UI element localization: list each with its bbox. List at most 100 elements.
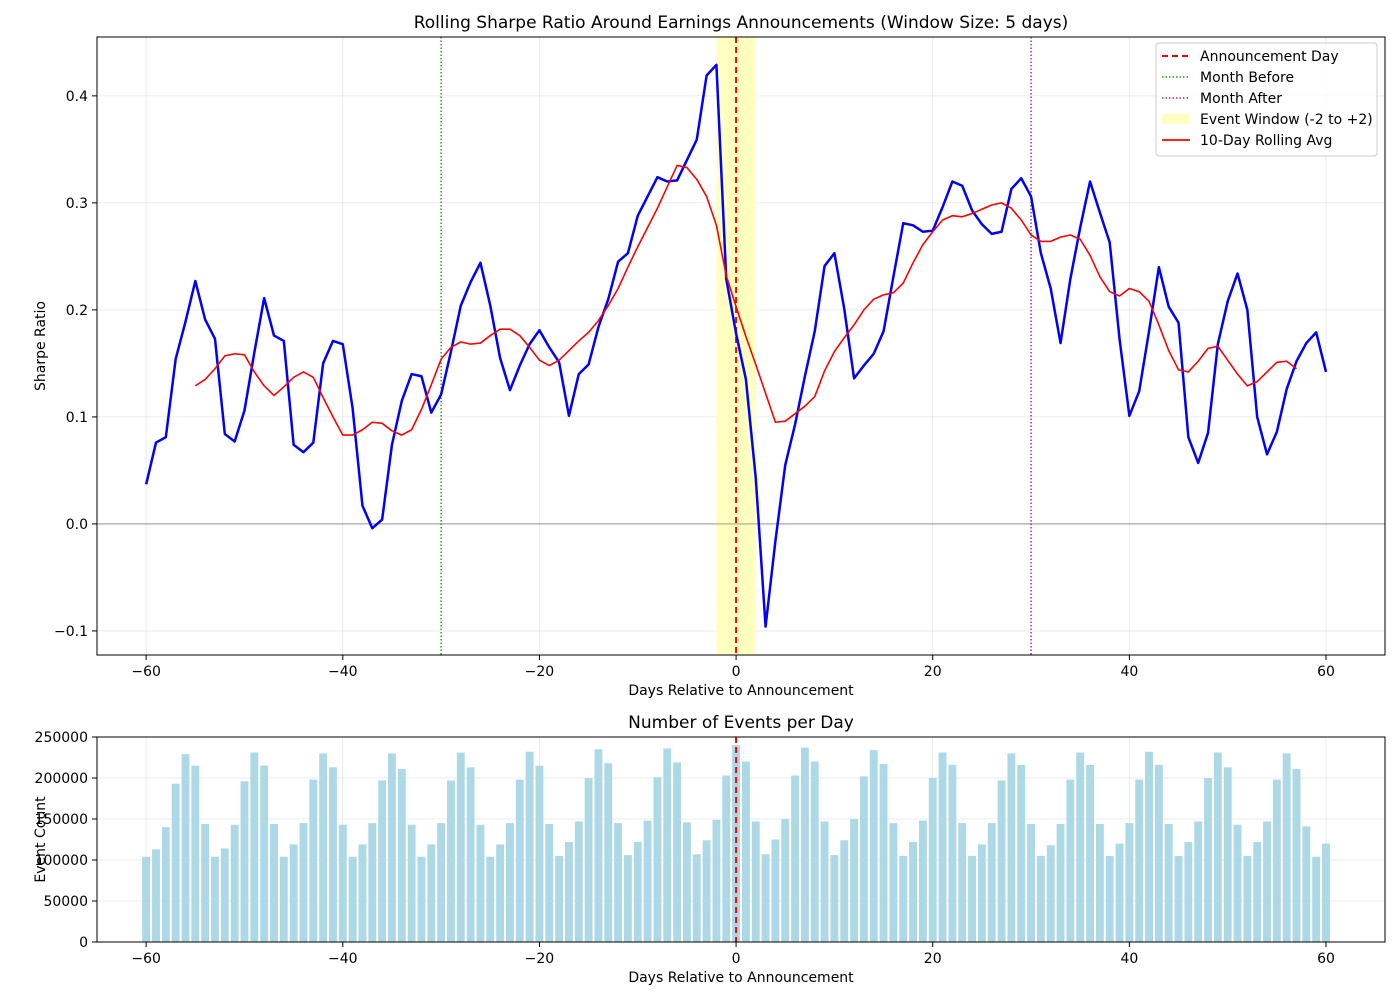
event-count-bar bbox=[614, 823, 623, 942]
legend-label: 10-Day Rolling Avg bbox=[1200, 133, 1332, 149]
y-tick-label: 200000 bbox=[35, 771, 88, 787]
legend-item: Announcement Day bbox=[1162, 49, 1339, 65]
legend-item: 10-Day Rolling Avg bbox=[1162, 133, 1332, 149]
x-tick-label: −20 bbox=[525, 664, 555, 680]
sharpe-legend: Announcement Day Month Before Month After E… bbox=[1155, 42, 1378, 157]
event-count-bar bbox=[732, 745, 741, 942]
event-count-bar bbox=[948, 764, 957, 942]
event-count-bar bbox=[1095, 823, 1104, 942]
event-count-bar bbox=[594, 749, 603, 942]
event-count-bar bbox=[722, 775, 731, 942]
event-count-bar bbox=[810, 761, 819, 942]
event-count-bar bbox=[1174, 855, 1183, 942]
event-count-bar bbox=[1282, 753, 1291, 942]
x-tick-label: −60 bbox=[131, 664, 161, 680]
event-count-bar bbox=[653, 777, 662, 942]
event-count-bar bbox=[771, 839, 780, 942]
event-count-bar bbox=[820, 821, 829, 942]
event-count-bar bbox=[171, 783, 180, 942]
event-count-bar bbox=[545, 823, 554, 942]
event-count-bar bbox=[938, 752, 947, 942]
sharpe-ratio-panel: −60 −40 −20 0 20 40 60 −0.1 0.0 0.1 0.2 0.3 0.4 Rol… bbox=[33, 13, 1386, 699]
event-count-bar bbox=[751, 821, 760, 942]
event-count-bar bbox=[476, 824, 485, 942]
sharpe-x-axis-label: Days Relative to Announcement bbox=[628, 683, 854, 699]
event-count-bar bbox=[1125, 823, 1134, 942]
event-count-bar bbox=[643, 820, 652, 942]
event-count-bar bbox=[191, 765, 200, 942]
rolling-avg-line bbox=[194, 164, 1297, 436]
sharpe-series bbox=[144, 63, 1328, 628]
x-tick-label: 20 bbox=[924, 951, 942, 967]
event-count-bar bbox=[1253, 841, 1262, 942]
events-plot-frame bbox=[96, 736, 1386, 943]
x-tick-label: 60 bbox=[1317, 951, 1335, 967]
x-tick-label: 0 bbox=[732, 664, 741, 680]
event-count-bar bbox=[1184, 841, 1193, 942]
event-count-bar bbox=[368, 823, 377, 942]
event-count-bar bbox=[889, 823, 898, 942]
event-count-bar bbox=[869, 750, 878, 942]
sharpe-y-axis-label: Sharpe Ratio bbox=[33, 301, 49, 391]
event-count-bar bbox=[378, 780, 387, 942]
event-count-bar bbox=[496, 844, 505, 942]
event-count-bar bbox=[859, 776, 868, 942]
event-count-bar bbox=[181, 754, 190, 942]
event-count-bar bbox=[161, 827, 170, 942]
event-count-bar bbox=[1204, 778, 1212, 942]
event-count-bar bbox=[702, 840, 711, 942]
y-tick-label: 0.3 bbox=[66, 196, 88, 212]
event-count-bar bbox=[437, 823, 446, 942]
legend-label: Announcement Day bbox=[1200, 49, 1339, 65]
event-count-bar bbox=[840, 840, 849, 942]
event-count-bar bbox=[830, 855, 839, 942]
event-count-bar bbox=[879, 764, 888, 942]
event-count-bar bbox=[329, 767, 337, 942]
event-count-bar bbox=[427, 844, 436, 942]
event-count-bar bbox=[741, 761, 750, 942]
event-count-bar bbox=[565, 841, 573, 942]
event-count-bar bbox=[456, 752, 465, 942]
event-count-bar bbox=[997, 780, 1006, 942]
event-count-bar bbox=[397, 768, 406, 942]
event-count-bar bbox=[604, 763, 613, 942]
x-tick-label: 60 bbox=[1317, 664, 1335, 680]
y-tick-label: 0.1 bbox=[66, 410, 88, 426]
event-count-bar bbox=[1233, 824, 1242, 942]
event-count-bar bbox=[309, 779, 318, 942]
event-count-bar bbox=[1302, 826, 1311, 942]
event-count-bar bbox=[1056, 823, 1065, 942]
event-count-bar bbox=[486, 856, 495, 942]
y-tick-label: 0.0 bbox=[66, 517, 88, 533]
events-panel: −60 −40 −20 0 20 40 60 0 50000 100000 150000 20000… bbox=[33, 713, 1386, 986]
event-count-bar bbox=[781, 819, 790, 942]
event-count-bar bbox=[1312, 856, 1321, 942]
event-count-bar bbox=[525, 751, 534, 942]
event-count-bar bbox=[417, 856, 426, 942]
event-count-bar bbox=[319, 753, 328, 942]
event-count-bar bbox=[682, 822, 691, 942]
legend-label: Month After bbox=[1200, 91, 1282, 107]
event-count-bar bbox=[909, 841, 917, 942]
event-count-bar bbox=[1263, 821, 1271, 942]
event-count-bar bbox=[928, 778, 937, 942]
event-count-bar bbox=[1027, 823, 1035, 942]
event-count-bar bbox=[1213, 752, 1222, 942]
event-count-bar bbox=[1066, 779, 1075, 942]
legend-label: Month Before bbox=[1200, 70, 1294, 86]
sharpe-chart-title: Rolling Sharpe Ratio Around Earnings Ann… bbox=[414, 13, 1069, 33]
event-count-bar bbox=[633, 841, 642, 942]
event-count-bar bbox=[987, 823, 996, 942]
event-count-bar bbox=[1292, 768, 1301, 942]
event-count-bar bbox=[240, 781, 249, 942]
event-count-bar bbox=[673, 762, 682, 942]
event-count-bar bbox=[250, 752, 259, 942]
x-tick-label: −60 bbox=[131, 951, 161, 967]
event-count-bar bbox=[1076, 752, 1085, 942]
event-count-bar bbox=[958, 823, 967, 942]
event-count-bar bbox=[555, 855, 564, 942]
event-count-bar bbox=[447, 780, 455, 942]
y-tick-label: 0.2 bbox=[66, 303, 88, 319]
event-count-bar bbox=[506, 823, 514, 942]
